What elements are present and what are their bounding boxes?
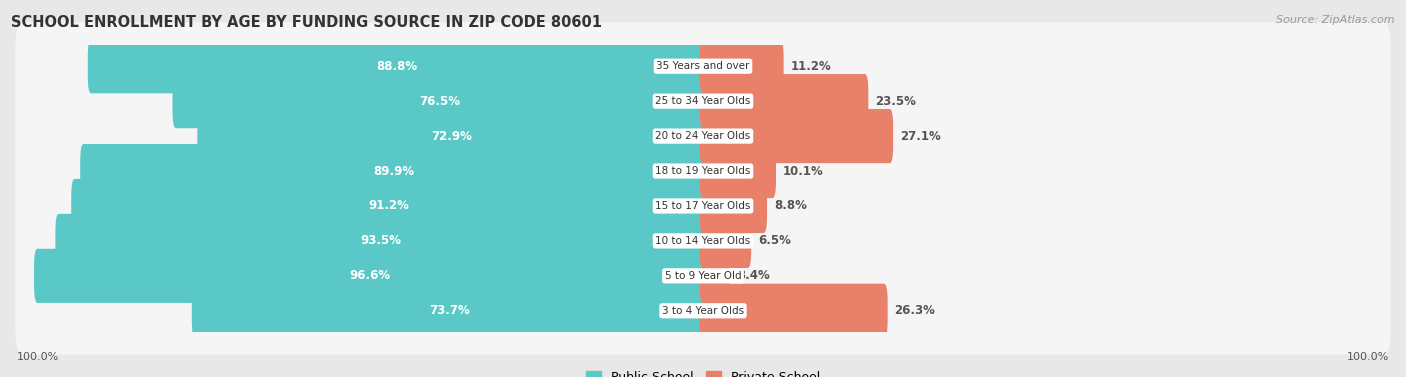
FancyBboxPatch shape	[15, 57, 1391, 145]
Text: 76.5%: 76.5%	[419, 95, 460, 108]
Text: 3 to 4 Year Olds: 3 to 4 Year Olds	[662, 306, 744, 316]
FancyBboxPatch shape	[72, 179, 706, 233]
Text: 26.3%: 26.3%	[894, 304, 935, 317]
Legend: Public School, Private School: Public School, Private School	[581, 366, 825, 377]
Text: 88.8%: 88.8%	[377, 60, 418, 73]
FancyBboxPatch shape	[700, 109, 893, 163]
FancyBboxPatch shape	[700, 144, 776, 198]
Text: 89.9%: 89.9%	[373, 164, 413, 178]
FancyBboxPatch shape	[15, 267, 1391, 355]
FancyBboxPatch shape	[15, 162, 1391, 250]
Text: 10 to 14 Year Olds: 10 to 14 Year Olds	[655, 236, 751, 246]
Text: 20 to 24 Year Olds: 20 to 24 Year Olds	[655, 131, 751, 141]
Text: SCHOOL ENROLLMENT BY AGE BY FUNDING SOURCE IN ZIP CODE 80601: SCHOOL ENROLLMENT BY AGE BY FUNDING SOUR…	[11, 15, 602, 30]
Text: Source: ZipAtlas.com: Source: ZipAtlas.com	[1277, 15, 1395, 25]
Text: 5 to 9 Year Old: 5 to 9 Year Old	[665, 271, 741, 281]
FancyBboxPatch shape	[197, 109, 706, 163]
FancyBboxPatch shape	[34, 249, 706, 303]
Text: 10.1%: 10.1%	[783, 164, 824, 178]
FancyBboxPatch shape	[15, 22, 1391, 110]
FancyBboxPatch shape	[191, 284, 706, 338]
Text: 6.5%: 6.5%	[758, 234, 792, 247]
Text: 15 to 17 Year Olds: 15 to 17 Year Olds	[655, 201, 751, 211]
Text: 73.7%: 73.7%	[429, 304, 470, 317]
FancyBboxPatch shape	[80, 144, 706, 198]
FancyBboxPatch shape	[15, 232, 1391, 320]
FancyBboxPatch shape	[173, 74, 706, 128]
Text: 25 to 34 Year Olds: 25 to 34 Year Olds	[655, 96, 751, 106]
FancyBboxPatch shape	[700, 284, 887, 338]
Text: 8.8%: 8.8%	[773, 199, 807, 213]
Text: 100.0%: 100.0%	[17, 352, 59, 362]
FancyBboxPatch shape	[55, 214, 706, 268]
FancyBboxPatch shape	[700, 39, 783, 93]
Text: 27.1%: 27.1%	[900, 130, 941, 143]
Text: 23.5%: 23.5%	[875, 95, 917, 108]
FancyBboxPatch shape	[87, 39, 706, 93]
FancyBboxPatch shape	[700, 249, 730, 303]
Text: 18 to 19 Year Olds: 18 to 19 Year Olds	[655, 166, 751, 176]
Text: 35 Years and over: 35 Years and over	[657, 61, 749, 71]
Text: 93.5%: 93.5%	[360, 234, 402, 247]
Text: 91.2%: 91.2%	[368, 199, 409, 213]
FancyBboxPatch shape	[700, 74, 869, 128]
FancyBboxPatch shape	[15, 127, 1391, 215]
Text: 100.0%: 100.0%	[1347, 352, 1389, 362]
FancyBboxPatch shape	[15, 92, 1391, 180]
FancyBboxPatch shape	[700, 179, 768, 233]
FancyBboxPatch shape	[15, 197, 1391, 285]
FancyBboxPatch shape	[700, 214, 751, 268]
Text: 72.9%: 72.9%	[432, 130, 472, 143]
Text: 3.4%: 3.4%	[737, 269, 769, 282]
Text: 11.2%: 11.2%	[790, 60, 831, 73]
Text: 96.6%: 96.6%	[350, 269, 391, 282]
